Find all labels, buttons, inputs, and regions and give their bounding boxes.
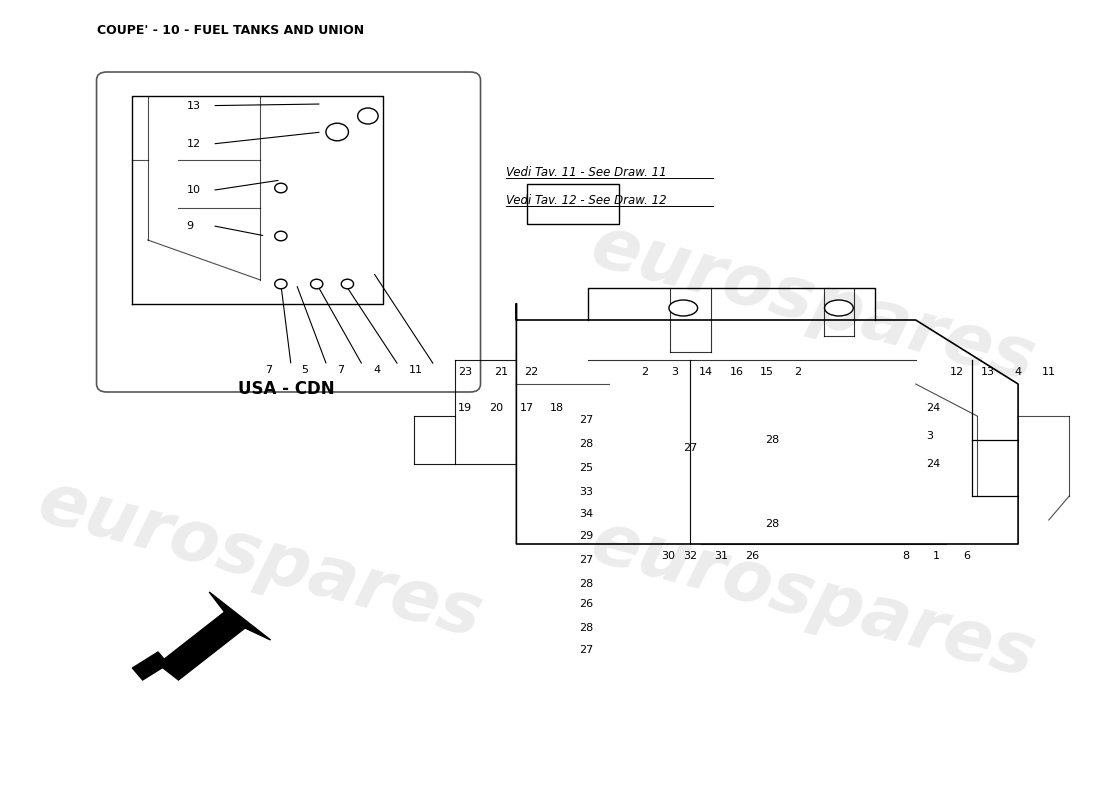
Text: 28: 28 [766, 519, 780, 529]
Text: 11: 11 [1042, 367, 1056, 377]
Ellipse shape [275, 231, 287, 241]
Text: 24: 24 [926, 403, 940, 413]
Text: 29: 29 [579, 531, 593, 541]
Text: 28: 28 [579, 623, 593, 633]
Text: COUPE' - 10 - FUEL TANKS AND UNION: COUPE' - 10 - FUEL TANKS AND UNION [97, 24, 364, 37]
Text: 14: 14 [698, 367, 713, 377]
Text: 13: 13 [980, 367, 994, 377]
Text: 33: 33 [579, 487, 593, 497]
Text: 32: 32 [683, 551, 697, 561]
Text: 28: 28 [579, 439, 593, 449]
Text: 31: 31 [714, 551, 728, 561]
Text: 6: 6 [964, 551, 970, 561]
Text: 2: 2 [641, 367, 648, 377]
Text: 30: 30 [661, 551, 675, 561]
Text: 3: 3 [926, 431, 933, 441]
Polygon shape [158, 612, 245, 680]
Text: 27: 27 [579, 645, 593, 654]
Ellipse shape [275, 183, 287, 193]
Ellipse shape [341, 279, 353, 289]
Text: 20: 20 [488, 403, 503, 413]
FancyBboxPatch shape [527, 184, 619, 224]
Text: 23: 23 [458, 367, 472, 377]
Text: 24: 24 [926, 459, 940, 469]
Text: eurospares: eurospares [584, 211, 1043, 397]
Polygon shape [209, 592, 271, 640]
Text: 34: 34 [579, 509, 593, 518]
Text: 12: 12 [949, 367, 964, 377]
Ellipse shape [326, 123, 349, 141]
Polygon shape [132, 652, 168, 680]
Ellipse shape [669, 300, 697, 316]
FancyBboxPatch shape [97, 72, 481, 392]
Text: 8: 8 [902, 551, 909, 561]
Text: 28: 28 [766, 435, 780, 445]
Text: Vedi Tav. 11 - See Draw. 11: Vedi Tav. 11 - See Draw. 11 [506, 166, 667, 178]
Text: 10: 10 [187, 186, 200, 195]
Text: 2: 2 [794, 367, 802, 377]
Text: 25: 25 [579, 463, 593, 473]
Text: 4: 4 [373, 365, 381, 374]
Text: 16: 16 [729, 367, 744, 377]
Text: 4: 4 [1014, 367, 1022, 377]
Text: 5: 5 [301, 365, 308, 374]
Text: 27: 27 [683, 443, 697, 453]
Text: USA - CDN: USA - CDN [238, 380, 334, 398]
Text: 27: 27 [579, 415, 593, 425]
Text: 12: 12 [187, 139, 201, 149]
Text: 13: 13 [187, 101, 200, 110]
Ellipse shape [358, 108, 378, 124]
Text: 28: 28 [579, 579, 593, 589]
Ellipse shape [275, 279, 287, 289]
Text: 17: 17 [519, 403, 534, 413]
Text: Vedi Tav. 12 - See Draw. 12: Vedi Tav. 12 - See Draw. 12 [506, 194, 667, 206]
Text: eurospares: eurospares [584, 507, 1043, 693]
Text: 15: 15 [760, 367, 774, 377]
Text: 27: 27 [579, 555, 593, 565]
Text: 7: 7 [338, 365, 344, 374]
Text: 3: 3 [672, 367, 679, 377]
Ellipse shape [310, 279, 322, 289]
Text: 1: 1 [933, 551, 939, 561]
Text: 21: 21 [494, 367, 508, 377]
Text: 22: 22 [525, 367, 539, 377]
Text: 7: 7 [265, 365, 273, 374]
Text: 26: 26 [579, 599, 593, 609]
Text: 11: 11 [409, 365, 422, 374]
Text: eurospares: eurospares [31, 467, 490, 653]
Ellipse shape [825, 300, 854, 316]
Text: 19: 19 [458, 403, 472, 413]
Text: 18: 18 [550, 403, 564, 413]
Text: 26: 26 [745, 551, 759, 561]
Text: 9: 9 [187, 221, 194, 230]
